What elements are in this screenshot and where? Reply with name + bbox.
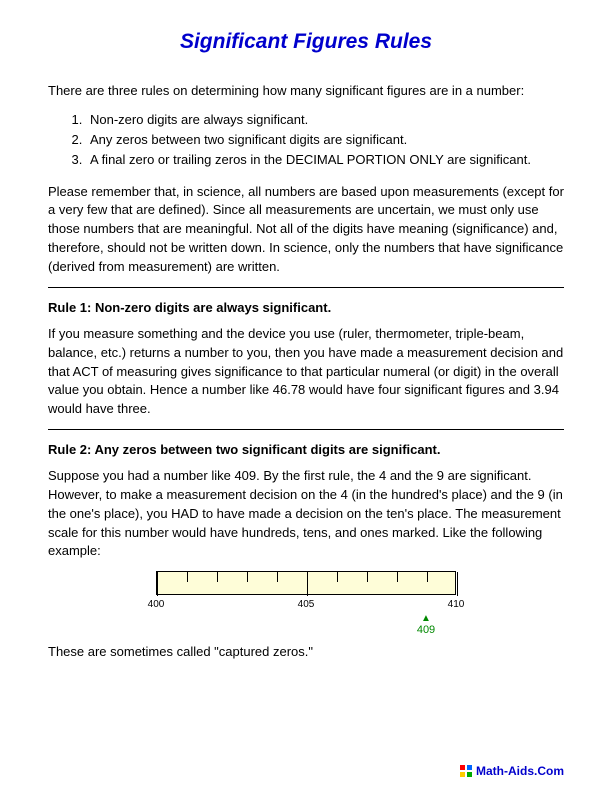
rule2-closing: These are sometimes called "captured zer…: [48, 643, 564, 662]
footer-text: Math-Aids.Com: [476, 764, 564, 778]
ruler-labels: 400405410: [156, 599, 456, 613]
rules-list: Non-zero digits are always significant. …: [86, 110, 564, 170]
ruler-body: [156, 571, 456, 595]
page-title: Significant Figures Rules: [48, 30, 564, 54]
paragraph: Please remember that, in science, all nu…: [48, 183, 564, 277]
list-item: Any zeros between two significant digits…: [86, 130, 564, 150]
footer: Math-Aids.Com: [460, 764, 564, 778]
rule1-body: If you measure something and the device …: [48, 325, 564, 419]
ruler-diagram: 400405410 ▲409: [156, 571, 456, 639]
list-item: Non-zero digits are always significant.: [86, 110, 564, 130]
rule2-body: Suppose you had a number like 409. By th…: [48, 467, 564, 561]
rule1-heading: Rule 1: Non-zero digits are always signi…: [48, 300, 564, 315]
divider: [48, 429, 564, 430]
ruler-arrow-wrap: ▲409: [156, 613, 456, 639]
logo-icon: [460, 765, 472, 777]
divider: [48, 287, 564, 288]
rule2-heading: Rule 2: Any zeros between two significan…: [48, 442, 564, 457]
list-item: A final zero or trailing zeros in the DE…: [86, 150, 564, 170]
intro-text: There are three rules on determining how…: [48, 82, 564, 100]
